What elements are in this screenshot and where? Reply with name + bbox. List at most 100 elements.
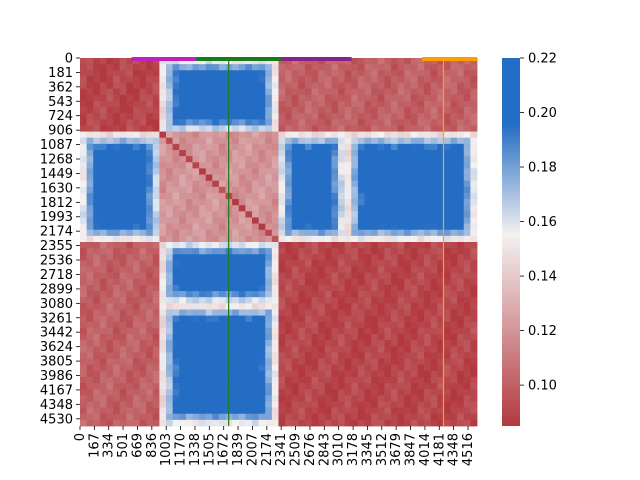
heatmap-cell xyxy=(311,309,319,316)
heatmap-cell xyxy=(410,217,418,224)
heatmap-cell xyxy=(291,242,299,249)
x-tick-label: 0 xyxy=(73,433,88,441)
heatmap-cell xyxy=(271,383,279,390)
heatmap-cell xyxy=(390,100,398,108)
heatmap-cell xyxy=(450,376,458,384)
heatmap-cell xyxy=(132,364,140,372)
heatmap-cell xyxy=(457,82,465,90)
heatmap-cell xyxy=(179,291,187,298)
heatmap-cell xyxy=(470,395,478,402)
heatmap-cell xyxy=(199,125,207,132)
heatmap-cell xyxy=(331,217,339,224)
heatmap-cell xyxy=(338,376,346,384)
heatmap-cell xyxy=(417,419,425,427)
heatmap-cell xyxy=(199,150,207,157)
heatmap-cell xyxy=(172,76,180,83)
heatmap-cell xyxy=(364,205,372,212)
heatmap-cell xyxy=(397,272,405,280)
heatmap-cell xyxy=(159,395,167,402)
heatmap-cell xyxy=(172,407,180,415)
heatmap-cell xyxy=(371,180,379,188)
heatmap-cell xyxy=(159,248,167,255)
heatmap-cell xyxy=(384,346,392,353)
heatmap-cell xyxy=(443,315,451,323)
heatmap-cell xyxy=(271,186,279,194)
heatmap-cell xyxy=(113,82,121,90)
x-tick-label: 1338 xyxy=(188,433,203,466)
heatmap-cell xyxy=(179,340,187,347)
heatmap-cell xyxy=(192,321,200,329)
heatmap-cell xyxy=(404,383,412,390)
heatmap-cell xyxy=(265,205,273,212)
heatmap-cell xyxy=(152,143,160,151)
heatmap-cell xyxy=(377,168,385,175)
heatmap-cell xyxy=(304,88,312,96)
heatmap-cell xyxy=(205,131,213,139)
heatmap-cell xyxy=(93,370,101,378)
heatmap-cell xyxy=(311,248,319,255)
heatmap-cell xyxy=(238,119,246,126)
heatmap-cell xyxy=(424,192,432,200)
heatmap-cell xyxy=(443,223,451,231)
heatmap-cell xyxy=(357,70,365,77)
heatmap-cell xyxy=(424,389,432,396)
heatmap-cell xyxy=(159,419,167,427)
heatmap-cell xyxy=(384,383,392,390)
heatmap-cell xyxy=(364,284,372,292)
heatmap-cell xyxy=(371,340,379,347)
heatmap-cell xyxy=(318,131,326,139)
heatmap-cell xyxy=(238,346,246,353)
heatmap-cell xyxy=(192,364,200,372)
heatmap-cell xyxy=(351,168,359,175)
heatmap-cell xyxy=(139,107,147,114)
heatmap-cell xyxy=(404,125,412,132)
heatmap-cell xyxy=(146,107,154,114)
heatmap-cell xyxy=(324,327,332,335)
heatmap-cell xyxy=(371,186,379,194)
heatmap-cell xyxy=(199,64,207,71)
heatmap-cell xyxy=(106,401,114,408)
heatmap-cell xyxy=(218,58,226,65)
x-tick-label: 501 xyxy=(116,433,131,458)
heatmap-cell xyxy=(218,401,226,408)
heatmap-cell xyxy=(126,272,134,280)
heatmap-cell xyxy=(172,174,180,182)
heatmap-cell xyxy=(113,119,121,126)
heatmap-cell xyxy=(384,107,392,114)
heatmap-cell xyxy=(179,100,187,108)
heatmap-cell xyxy=(443,364,451,372)
heatmap-cell xyxy=(166,395,174,402)
heatmap-cell xyxy=(324,229,332,237)
heatmap-cell xyxy=(93,125,101,132)
heatmap-cell xyxy=(258,64,266,71)
heatmap-cell xyxy=(119,143,127,151)
heatmap-cell xyxy=(417,309,425,316)
heatmap-cell xyxy=(291,186,299,194)
heatmap-cell xyxy=(179,88,187,96)
heatmap-cell xyxy=(86,315,94,323)
heatmap-cell xyxy=(338,107,346,114)
heatmap-cell xyxy=(113,137,121,145)
heatmap-cell xyxy=(166,125,174,132)
heatmap-cell xyxy=(450,125,458,132)
heatmap-cell xyxy=(258,395,266,402)
heatmap-cell xyxy=(285,291,293,298)
heatmap-cell xyxy=(192,303,200,310)
heatmap-cell xyxy=(113,407,121,415)
heatmap-cell xyxy=(106,242,114,249)
heatmap-cell xyxy=(126,100,134,108)
heatmap-cell xyxy=(285,150,293,157)
heatmap-cell xyxy=(80,383,88,390)
heatmap-cell xyxy=(470,199,478,206)
heatmap-cell xyxy=(172,100,180,108)
heatmap-cell xyxy=(338,370,346,378)
heatmap-cell xyxy=(331,211,339,218)
heatmap-cell xyxy=(99,242,107,249)
heatmap-cell xyxy=(285,192,293,200)
heatmap-cell xyxy=(86,407,94,415)
heatmap-cell xyxy=(311,100,319,108)
heatmap-cell xyxy=(304,235,312,243)
heatmap-cell xyxy=(424,64,432,71)
heatmap-cell xyxy=(132,150,140,157)
heatmap-cell xyxy=(139,370,147,378)
